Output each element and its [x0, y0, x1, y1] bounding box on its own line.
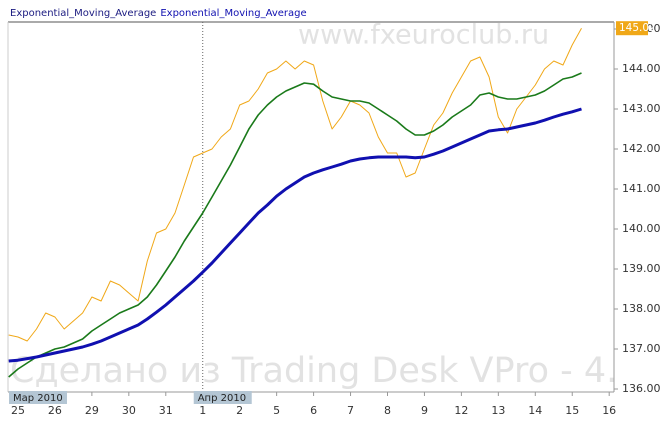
- y-tick-label: 144.00: [622, 62, 661, 75]
- x-tick-label: 31: [159, 404, 173, 417]
- month-label: Апр 2010: [198, 393, 246, 404]
- x-tick-label: 6: [310, 404, 317, 417]
- y-tick-label: 143.00: [622, 102, 661, 115]
- last-price-label: 145.02: [619, 22, 656, 34]
- y-tick-label: 142.00: [622, 142, 661, 155]
- x-tick-label: 9: [421, 404, 428, 417]
- y-tick-label: 138.00: [622, 302, 661, 315]
- x-tick-label: 14: [528, 404, 542, 417]
- x-tick-label: 30: [122, 404, 136, 417]
- x-tick-label: 15: [565, 404, 579, 417]
- series-line: [8, 107, 582, 363]
- legend-entry: Exponential_Moving_Average: [160, 8, 306, 19]
- x-tick-label: 12: [454, 404, 468, 417]
- x-tick-label: 1: [199, 404, 206, 417]
- series-line: [8, 27, 582, 342]
- series-line: [8, 72, 582, 378]
- y-tick-label: 140.00: [622, 222, 661, 235]
- x-tick-label: 29: [85, 404, 99, 417]
- month-label: Мар 2010: [13, 393, 63, 404]
- x-tick-label: 8: [384, 404, 391, 417]
- watermark-bottom: Сделано из Trading Desk VPro - 4.: [10, 351, 617, 391]
- x-tick-label: 25: [11, 404, 25, 417]
- y-tick-label: 136.00: [622, 382, 661, 395]
- y-tick-label: 137.00: [622, 342, 661, 355]
- x-tick-label: 26: [48, 404, 62, 417]
- x-tick-label: 2: [236, 404, 243, 417]
- last-price-box: [616, 21, 648, 36]
- x-tick-label: 13: [491, 404, 505, 417]
- x-tick-label: 7: [347, 404, 354, 417]
- y-tick-label: 141.00: [622, 182, 661, 195]
- watermark-top: www.fxeuroclub.ru: [298, 20, 549, 51]
- x-tick-label: 5: [273, 404, 280, 417]
- x-tick-label: 16: [602, 404, 616, 417]
- month-label-box: [193, 391, 252, 404]
- legend: Exponential_Moving_Average Exponential_Mo…: [10, 8, 307, 19]
- month-label-box: [9, 391, 67, 404]
- legend-entry: Exponential_Moving_Average: [10, 8, 156, 19]
- y-tick-label: 139.00: [622, 262, 661, 275]
